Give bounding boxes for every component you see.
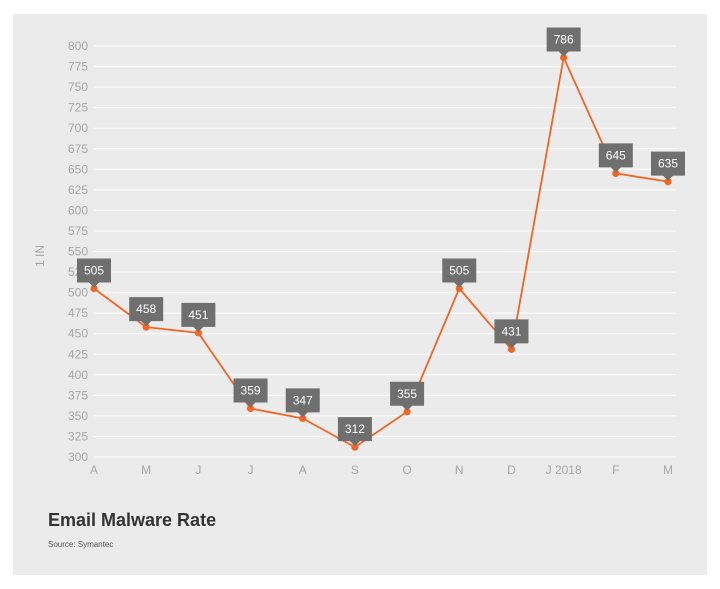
data-label-text: 645 bbox=[606, 148, 626, 162]
data-label-text: 312 bbox=[345, 422, 365, 436]
data-label-text: 355 bbox=[397, 387, 417, 401]
y-tick-label: 650 bbox=[68, 162, 88, 176]
data-label-box bbox=[77, 258, 111, 288]
data-label: 786 bbox=[546, 27, 581, 57]
y-tick-label: 475 bbox=[68, 306, 88, 320]
data-label: 505 bbox=[77, 258, 111, 288]
y-tick-label: 775 bbox=[68, 60, 88, 74]
x-tick-label: M bbox=[141, 463, 151, 477]
y-tick-label: 350 bbox=[68, 409, 88, 423]
data-label-box bbox=[390, 381, 425, 411]
data-labels: 505 458 451 359 347 312 355 505 431 786 645 635 bbox=[77, 27, 685, 447]
data-label-text: 458 bbox=[136, 302, 156, 316]
y-tick-label: 400 bbox=[68, 368, 88, 382]
data-point bbox=[612, 169, 620, 178]
y-tick-label: 500 bbox=[68, 286, 88, 300]
y-axis-ticks: 3003253503754004254504755005255505756006… bbox=[68, 39, 88, 464]
chart-source: Source: Symantec bbox=[48, 540, 114, 549]
data-label-box bbox=[129, 297, 164, 327]
data-label: 312 bbox=[337, 417, 372, 447]
x-tick-label: J bbox=[195, 463, 201, 477]
data-label-box bbox=[233, 378, 268, 408]
y-tick-label: 325 bbox=[68, 429, 88, 443]
x-tick-label: A bbox=[90, 463, 98, 477]
y-tick-label: 550 bbox=[68, 245, 88, 259]
y-tick-label: 700 bbox=[68, 121, 88, 135]
data-label-box bbox=[285, 388, 320, 418]
y-tick-label: 450 bbox=[68, 327, 88, 341]
data-point bbox=[142, 323, 150, 331]
data-label-text: 359 bbox=[241, 384, 261, 398]
x-axis-ticks: A M J J A S O N D J 2018 F M bbox=[90, 463, 673, 477]
data-point bbox=[455, 284, 463, 293]
x-tick-label: O bbox=[402, 463, 411, 477]
data-label: 505 bbox=[442, 258, 477, 288]
data-label: 645 bbox=[598, 143, 633, 173]
data-label: 635 bbox=[651, 151, 685, 181]
series-line bbox=[93, 56, 669, 449]
data-point bbox=[403, 408, 411, 416]
data-point bbox=[90, 284, 98, 293]
data-label: 347 bbox=[285, 388, 320, 418]
x-tick-label: D bbox=[507, 463, 516, 477]
y-tick-label: 575 bbox=[68, 224, 88, 238]
x-tick-label: J bbox=[248, 463, 254, 477]
data-label-box bbox=[494, 319, 529, 349]
data-label-text: 635 bbox=[658, 157, 678, 171]
data-label-text: 505 bbox=[449, 263, 469, 277]
data-label-box bbox=[442, 258, 477, 288]
data-label: 431 bbox=[494, 319, 529, 349]
data-label-box bbox=[598, 143, 633, 173]
series-line-path bbox=[93, 56, 669, 449]
data-label-text: 786 bbox=[554, 33, 574, 47]
data-label: 355 bbox=[390, 381, 425, 411]
y-tick-label: 300 bbox=[68, 450, 88, 464]
data-point bbox=[299, 414, 307, 422]
data-label-box bbox=[651, 151, 685, 181]
y-tick-label: 800 bbox=[68, 39, 88, 53]
y-tick-label: 425 bbox=[68, 347, 88, 361]
data-point bbox=[351, 443, 359, 451]
data-label-text: 451 bbox=[188, 308, 208, 322]
x-tick-label: M bbox=[663, 463, 673, 477]
x-tick-label: F bbox=[612, 463, 619, 477]
y-tick-label: 375 bbox=[68, 388, 88, 402]
y-axis-label: 1 IN bbox=[33, 245, 47, 267]
data-label: 451 bbox=[181, 302, 216, 332]
y-tick-label: 750 bbox=[68, 80, 88, 94]
x-tick-label: A bbox=[299, 463, 307, 477]
chart-title: Email Malware Rate bbox=[48, 510, 217, 530]
data-label-text: 347 bbox=[293, 393, 313, 407]
gridlines bbox=[94, 45, 676, 458]
y-tick-label: 725 bbox=[68, 101, 88, 115]
data-label-box bbox=[337, 417, 372, 447]
data-point bbox=[560, 53, 568, 62]
data-label-text: 505 bbox=[84, 263, 104, 277]
data-point bbox=[507, 345, 516, 353]
x-tick-label: J 2018 bbox=[546, 463, 582, 477]
data-label-box bbox=[181, 302, 216, 332]
x-tick-label: N bbox=[455, 463, 464, 477]
y-tick-label: 675 bbox=[68, 142, 88, 156]
data-point bbox=[664, 178, 672, 186]
data-label-box bbox=[546, 27, 581, 57]
data-point bbox=[246, 404, 255, 413]
data-label: 359 bbox=[233, 378, 268, 408]
data-label: 458 bbox=[129, 297, 164, 327]
y-tick-label: 600 bbox=[68, 203, 88, 217]
x-tick-label: S bbox=[351, 463, 359, 477]
data-label-text: 431 bbox=[501, 324, 521, 338]
y-tick-label: 625 bbox=[68, 183, 88, 197]
data-points bbox=[90, 53, 672, 451]
data-point bbox=[194, 329, 202, 337]
